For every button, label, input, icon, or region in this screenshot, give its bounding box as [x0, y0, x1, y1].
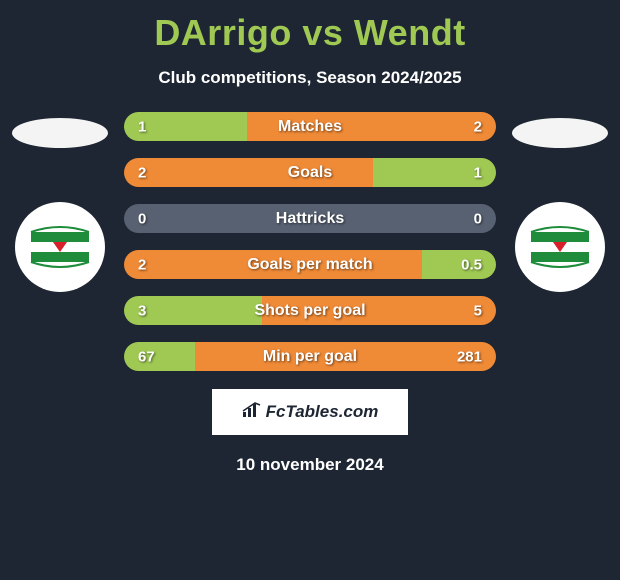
stat-right-value: 0.5 — [461, 256, 482, 273]
stat-left-value: 1 — [138, 118, 146, 135]
right-player-column — [500, 112, 620, 292]
stat-bar: 2 0.5 Goals per match — [124, 250, 496, 279]
stat-bar-left-segment — [124, 342, 195, 371]
stat-label: Matches — [278, 118, 342, 136]
stat-left-value: 0 — [138, 210, 146, 227]
stat-bar-right-segment — [422, 250, 496, 279]
comparison-body: 1 2 Matches 2 1 Goals 0 0 Hattricks 2 0.5 Goals per… — [0, 112, 620, 371]
stat-bars-container: 1 2 Matches 2 1 Goals 0 0 Hattricks 2 0.5 Goals per… — [120, 112, 500, 371]
stat-left-value: 2 — [138, 164, 146, 181]
left-player-placeholder — [12, 118, 108, 148]
club-flag-icon — [29, 226, 91, 268]
stat-left-value: 2 — [138, 256, 146, 273]
club-flag-icon — [529, 226, 591, 268]
stat-bar: 1 2 Matches — [124, 112, 496, 141]
footer-date: 10 november 2024 — [0, 455, 620, 475]
stat-bar: 2 1 Goals — [124, 158, 496, 187]
stat-right-value: 0 — [474, 210, 482, 227]
stat-right-value: 5 — [474, 302, 482, 319]
stat-bar: 0 0 Hattricks — [124, 204, 496, 233]
comparison-subtitle: Club competitions, Season 2024/2025 — [0, 68, 620, 88]
stat-label: Shots per goal — [254, 302, 365, 320]
attribution-badge: FcTables.com — [212, 389, 408, 435]
stat-label: Goals per match — [247, 256, 372, 274]
right-club-badge — [515, 202, 605, 292]
stat-label: Hattricks — [276, 210, 344, 228]
stat-left-value: 3 — [138, 302, 146, 319]
stat-right-value: 281 — [457, 348, 482, 365]
left-player-column — [0, 112, 120, 292]
stat-bar-left-segment — [124, 158, 373, 187]
attribution-text: FcTables.com — [266, 402, 379, 422]
stat-right-value: 2 — [474, 118, 482, 135]
stat-left-value: 67 — [138, 348, 155, 365]
stat-label: Min per goal — [263, 348, 357, 366]
stat-bar: 67 281 Min per goal — [124, 342, 496, 371]
stat-label: Goals — [288, 164, 332, 182]
stat-bar: 3 5 Shots per goal — [124, 296, 496, 325]
comparison-title: DArrigo vs Wendt — [0, 0, 620, 54]
left-club-badge — [15, 202, 105, 292]
stat-right-value: 1 — [474, 164, 482, 181]
chart-icon — [242, 402, 262, 423]
right-player-placeholder — [512, 118, 608, 148]
